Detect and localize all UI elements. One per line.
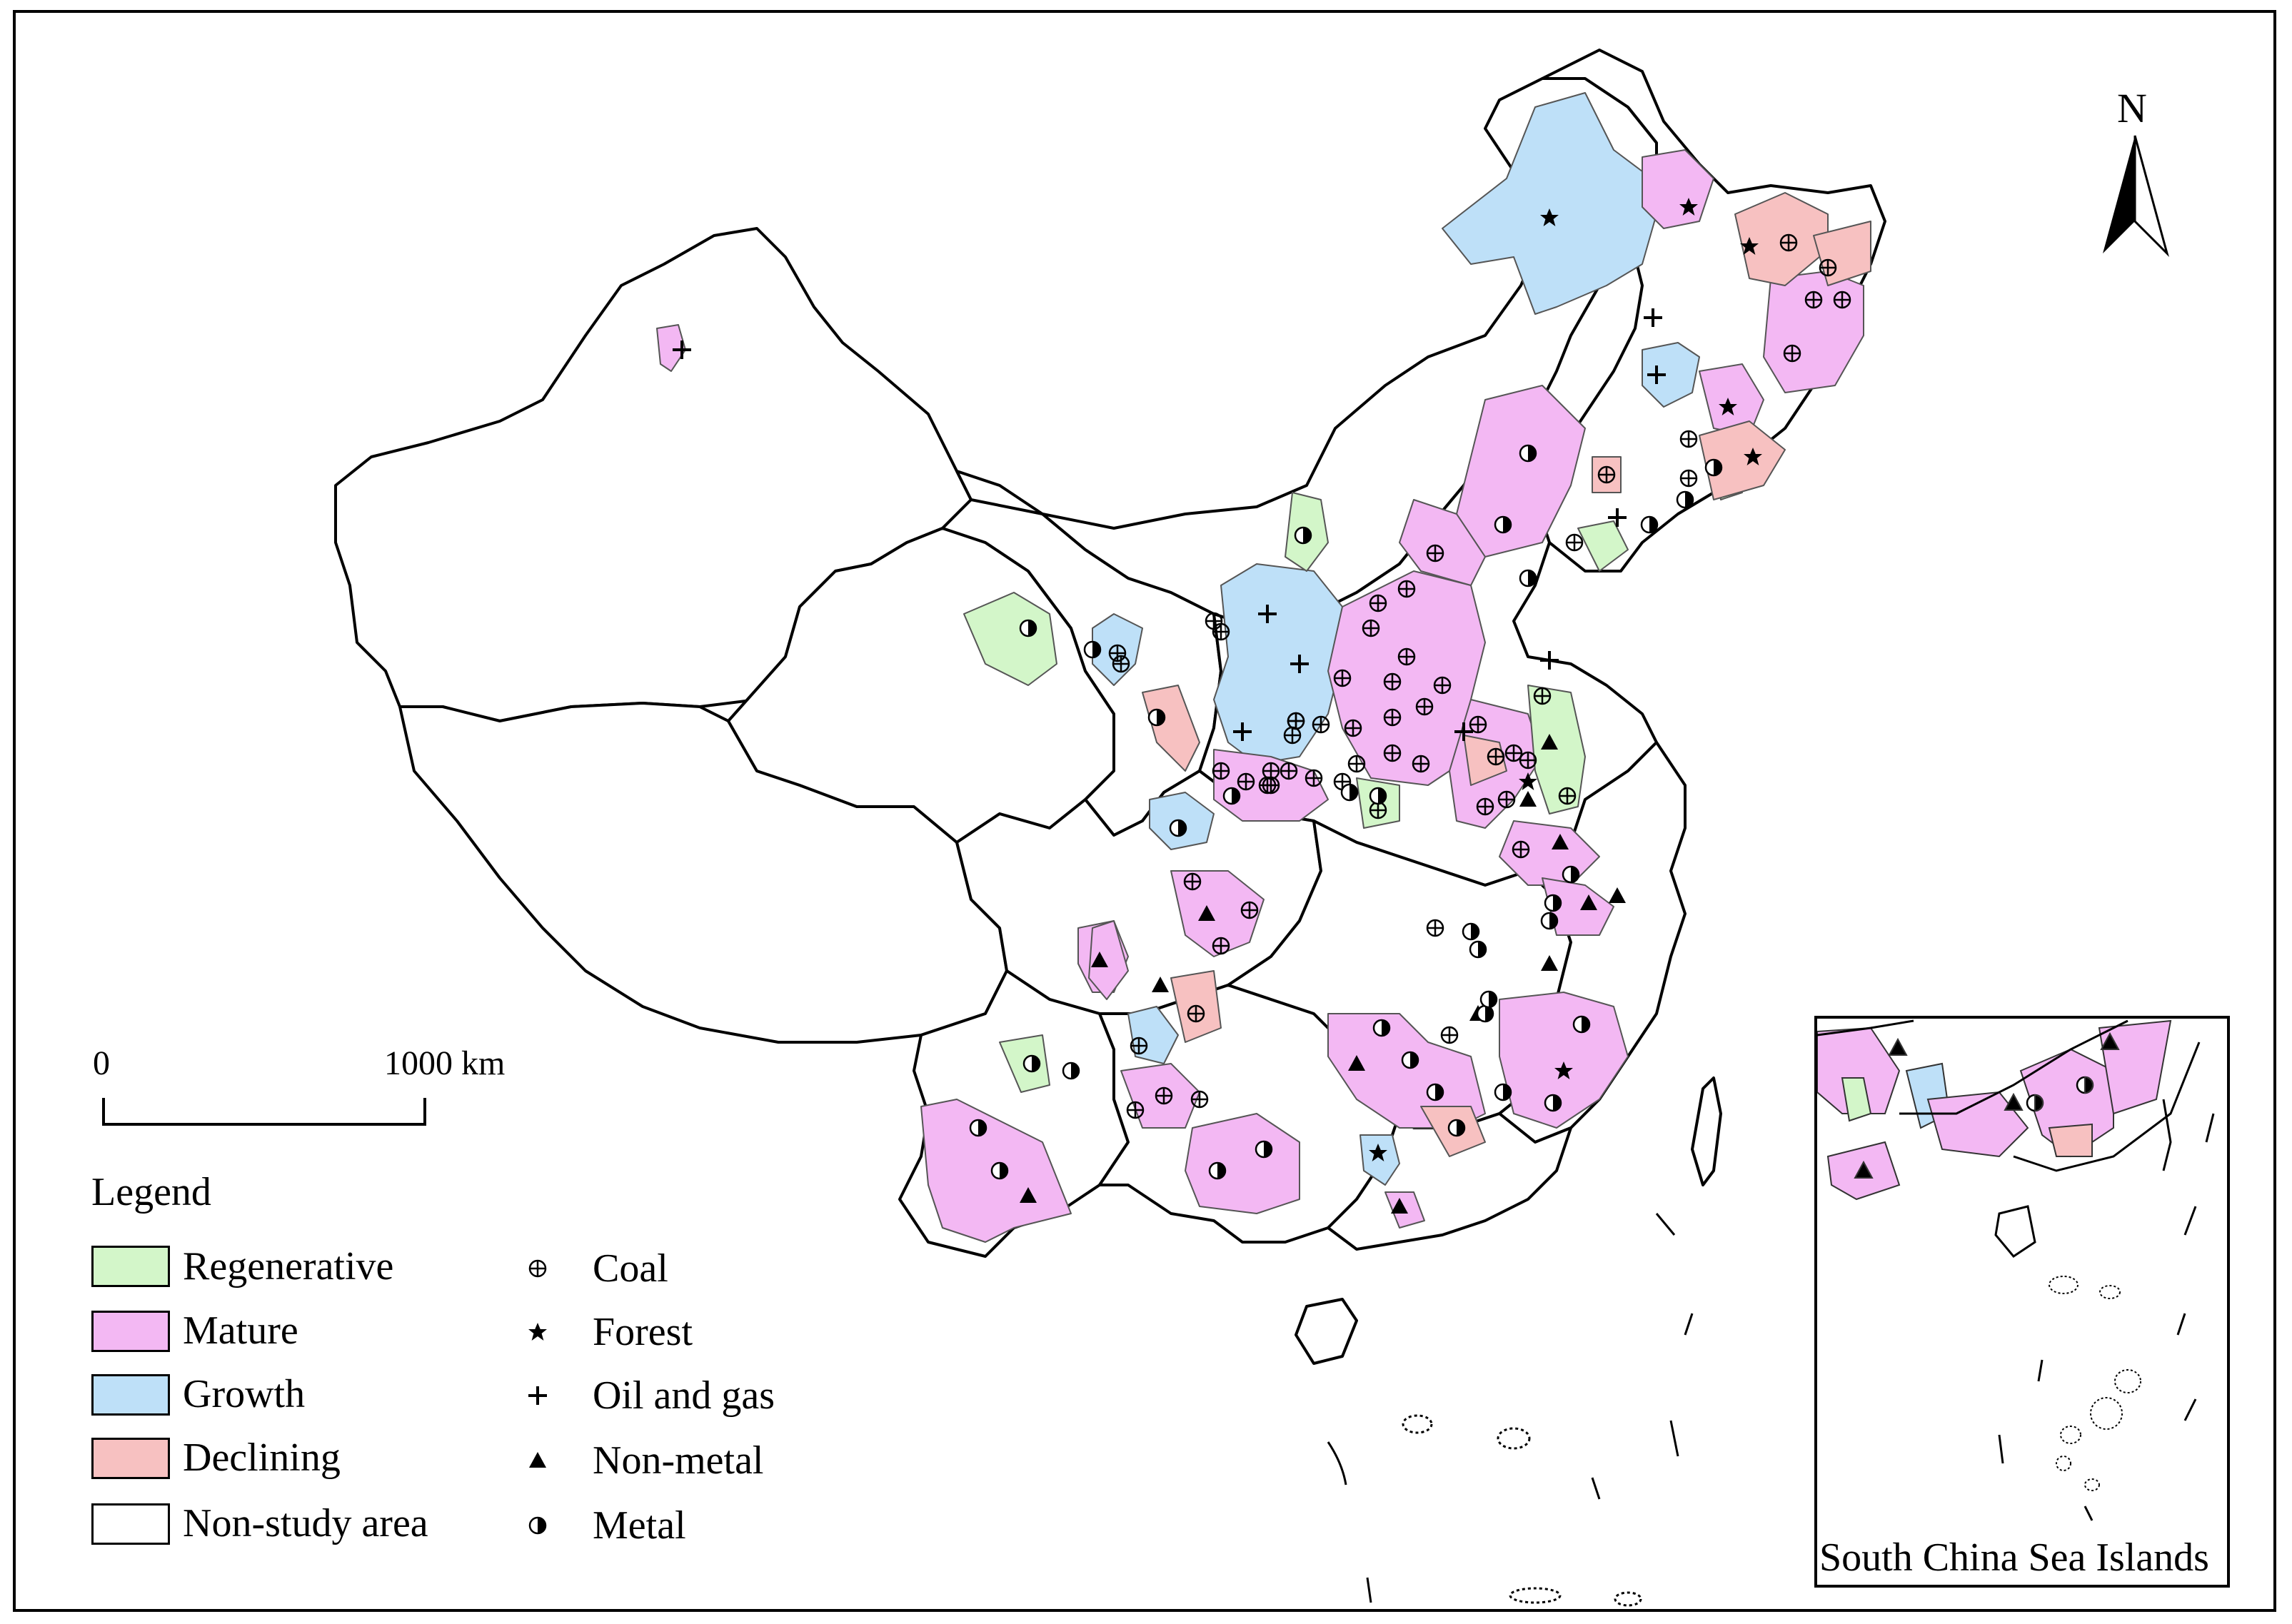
- mature-swatch: [91, 1311, 170, 1352]
- non-study-area-label: Non-study area: [183, 1501, 428, 1545]
- growth-label: Growth: [183, 1372, 306, 1416]
- forest-label: Forest: [593, 1310, 693, 1354]
- regenerative-area: [963, 592, 1057, 686]
- inset-map: [1814, 1016, 2230, 1588]
- scale-bar: [102, 1098, 426, 1126]
- declining-area: [1699, 420, 1786, 500]
- growth-area: [1359, 1134, 1400, 1186]
- regenerative-label: Regenerative: [183, 1244, 394, 1288]
- mature-area: [1456, 385, 1586, 558]
- scale-zero-label: 0: [93, 1044, 110, 1082]
- study-areas: [656, 92, 1871, 1243]
- mature-area: [1763, 271, 1864, 393]
- legend-symbols: [527, 1259, 548, 1535]
- declining-area: [1463, 735, 1507, 786]
- legend-title: Legend: [91, 1170, 211, 1214]
- province-boundaries: [334, 49, 1886, 1365]
- non-study-area-swatch: [91, 1503, 170, 1545]
- regenerative-swatch: [91, 1246, 170, 1287]
- regenerative-area: [1527, 685, 1586, 814]
- mature-area: [1699, 363, 1764, 436]
- mature-area: [1399, 499, 1486, 586]
- mature-area: [1499, 992, 1629, 1129]
- mature-area: [1185, 1113, 1300, 1214]
- declining-label: Declining: [183, 1436, 341, 1480]
- growth-area: [1127, 1006, 1179, 1064]
- metal-label: Metal: [593, 1503, 686, 1548]
- mature-area: [1170, 870, 1265, 957]
- inset-caption: South China Sea Islands: [1819, 1535, 2209, 1580]
- mature-label: Mature: [183, 1308, 298, 1353]
- coal-label: Coal: [593, 1246, 668, 1291]
- oil-and-gas-label: Oil and gas: [593, 1373, 775, 1418]
- sea-islands: [1327, 1213, 1694, 1607]
- mature-area: [656, 324, 686, 372]
- growth-swatch: [91, 1374, 170, 1416]
- mature-area: [1088, 920, 1129, 1000]
- declining-area: [1142, 685, 1200, 772]
- regenerative-area: [1577, 520, 1629, 572]
- scale-end-label: 1000 km: [384, 1044, 506, 1082]
- growth-area: [1642, 342, 1700, 408]
- mature-area: [1642, 149, 1714, 229]
- growth-area: [1442, 92, 1657, 315]
- non-metal-label: Non-metal: [593, 1438, 764, 1483]
- north-arrow-icon: [2103, 135, 2169, 258]
- declining-swatch: [91, 1438, 170, 1479]
- north-label: N: [2117, 85, 2147, 131]
